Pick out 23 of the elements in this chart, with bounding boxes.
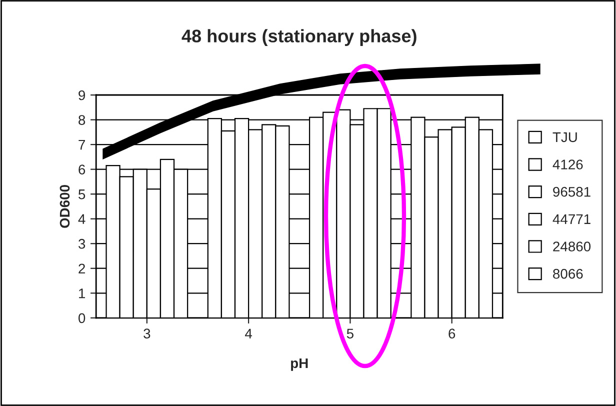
legend-label: 24860 bbox=[553, 242, 591, 252]
y-tick-label: 0 bbox=[78, 313, 86, 324]
y-axis-title: OD600 bbox=[60, 185, 70, 228]
x-tick-label: 6 bbox=[448, 328, 456, 339]
x-axis-title: pH bbox=[291, 358, 308, 371]
y-tick-label: 3 bbox=[78, 238, 86, 249]
x-tick-label: 3 bbox=[144, 328, 150, 339]
legend-label: 4126 bbox=[552, 160, 583, 170]
y-tick-label: 4 bbox=[78, 214, 86, 224]
legend-label: 44771 bbox=[552, 214, 590, 224]
y-tick-label: 2 bbox=[78, 264, 85, 274]
y-tick-label: 5 bbox=[78, 190, 86, 200]
y-tick-label: 1 bbox=[79, 288, 85, 298]
y-tick-label: 7 bbox=[78, 140, 85, 150]
y-tick-label: 8 bbox=[78, 115, 86, 125]
y-tick-label: 9 bbox=[78, 90, 86, 100]
legend-label: 96581 bbox=[553, 186, 590, 197]
legend-label: TJU bbox=[552, 132, 577, 142]
legend-label: 8066 bbox=[553, 268, 583, 279]
x-tick-label: 5 bbox=[346, 328, 354, 339]
chart-title: 48 hours (stationary phase) bbox=[182, 29, 416, 46]
x-tick-label: 4 bbox=[245, 328, 252, 338]
y-tick-label: 6 bbox=[78, 164, 86, 174]
